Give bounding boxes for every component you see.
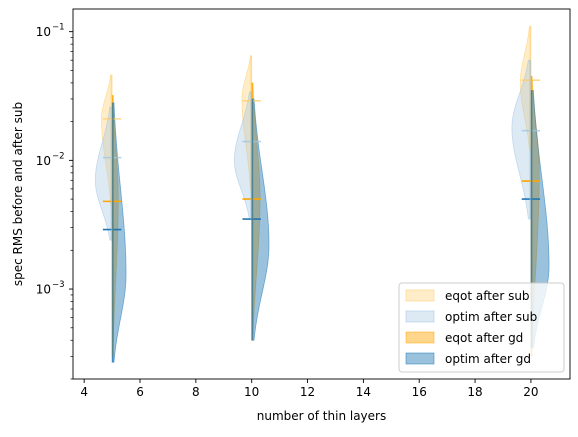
legend-label-optim-after-gd: optim after gd bbox=[445, 352, 531, 366]
x-tick-label: 6 bbox=[136, 385, 144, 399]
legend-swatch-optim-after-sub bbox=[405, 310, 435, 323]
x-tick-label: 10 bbox=[244, 385, 259, 399]
violin-eqot-after-gd-5 bbox=[111, 94, 119, 357]
legend-label-eqot-after-gd: eqot after gd bbox=[445, 331, 523, 345]
y-tick-label: 10 bbox=[36, 25, 51, 39]
legend-swatch-eqot-after-gd bbox=[405, 331, 435, 344]
x-axis: 4 6 8 10 12 14 16 18 20 bbox=[80, 379, 539, 399]
legend-label-eqot-after-sub: eqot after sub bbox=[445, 289, 530, 303]
plot-area-frame bbox=[72, 8, 571, 380]
y-tick-label: 10 bbox=[36, 154, 51, 168]
x-tick-label: 8 bbox=[192, 385, 200, 399]
x-axis-label: number of thin layers bbox=[257, 409, 386, 423]
x-tick-label: 4 bbox=[80, 385, 88, 399]
violin-optim-after-gd-5 bbox=[111, 102, 127, 363]
x-tick-label: 12 bbox=[300, 385, 315, 399]
violin-eqot-after-gd-10 bbox=[251, 82, 261, 341]
legend-swatch-optim-after-gd bbox=[405, 352, 435, 365]
legend-swatch-eqot-after-sub bbox=[405, 289, 435, 302]
violin-optim-after-sub-5 bbox=[94, 106, 113, 241]
y-axis: 10−310−210−1 bbox=[36, 23, 73, 380]
legend-box bbox=[398, 282, 565, 373]
legend: eqot after sub optim after sub eqot after … bbox=[398, 282, 565, 373]
x-tick-label: 20 bbox=[523, 385, 538, 399]
violin-optim-after-sub-20 bbox=[511, 59, 532, 220]
y-axis-label: spec RMS before and after sub bbox=[11, 102, 25, 286]
medians-layer bbox=[102, 79, 541, 231]
legend-label-optim-after-sub: optim after sub bbox=[445, 310, 537, 324]
x-tick-label: 16 bbox=[412, 385, 427, 399]
y-tick-exponent: −3 bbox=[52, 280, 65, 290]
y-tick-exponent: −2 bbox=[52, 151, 65, 161]
x-tick-label: 14 bbox=[356, 385, 371, 399]
y-tick-label: 10 bbox=[36, 283, 51, 297]
x-tick-label: 18 bbox=[467, 385, 482, 399]
y-tick-exponent: −1 bbox=[52, 23, 65, 33]
